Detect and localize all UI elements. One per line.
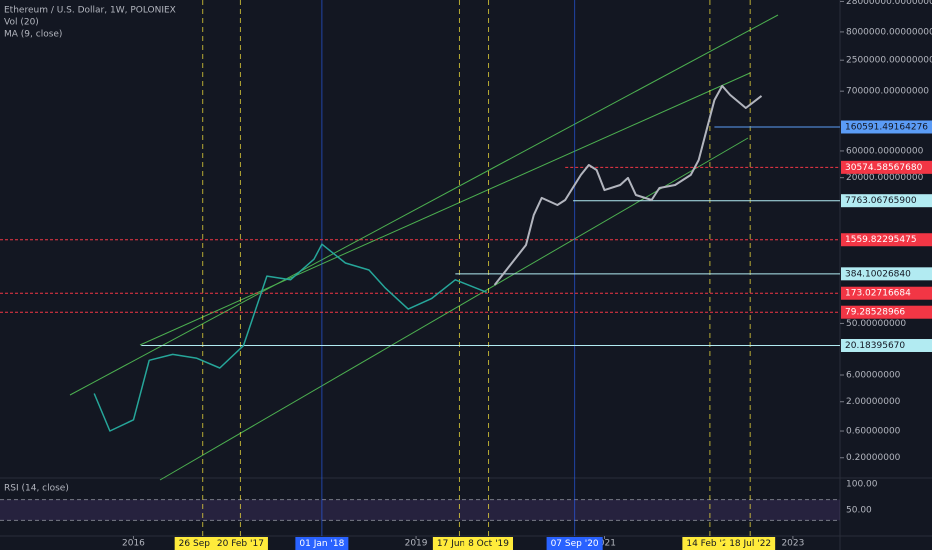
date-marker-label-bg [682, 537, 738, 550]
price-level-label: 20.18395670 [845, 341, 905, 351]
y-tick-label: 0.20000000 [846, 453, 901, 463]
y-tick-label: 8000000.00000000 [846, 27, 932, 37]
price-level-label-bg [841, 286, 932, 300]
date-marker-label: 26 Sep '16 [179, 539, 227, 549]
projection-line [493, 84, 763, 286]
x-tick-label: 2023 [781, 539, 804, 549]
date-marker-label: 17 Jun '19 [437, 539, 482, 549]
rsi-label: RSI (14, close) [4, 484, 69, 494]
date-marker-label: 01 Jan '18 [299, 539, 344, 549]
price-level-label: 30574.58567680 [845, 163, 923, 173]
y-tick-label: 2500000.00000000 [846, 56, 932, 66]
indicator-label: MA (9, close) [4, 30, 62, 40]
price-level-label: 7763.06765900 [845, 196, 917, 206]
x-tick-label: 2016 [122, 539, 145, 549]
channel [69, 14, 779, 481]
indicator-label: Vol (20) [4, 18, 39, 28]
rsi-tick-label: 50.00 [846, 505, 872, 515]
y-tick-label: 700000.00000000 [846, 87, 929, 97]
y-tick-label: 0.60000000 [846, 427, 901, 437]
price-level-label-bg [841, 338, 932, 352]
price-level-label-bg [841, 120, 932, 134]
price-level-label-bg [841, 233, 932, 247]
channel-top [69, 14, 779, 396]
x-tick-label: 2019 [405, 539, 428, 549]
y-tick-label: 60000.00000000 [846, 146, 924, 156]
price-level-label: 384.10026840 [845, 269, 911, 279]
y-tick-label: 28000000.00000000 [846, 0, 932, 7]
y-tick-label: 20000.00000000 [846, 173, 924, 183]
date-marker-label-bg [464, 537, 514, 550]
price-level-label-bg [841, 305, 932, 319]
price-level-label: 1559.82295475 [845, 235, 917, 245]
y-tick-label: 50.00000000 [846, 319, 906, 329]
price-line [93, 243, 487, 432]
date-marker-label: 14 Feb '22 [686, 539, 733, 549]
price-level-label: 173.02716684 [845, 289, 911, 299]
y-tick-label: 6.00000000 [846, 371, 901, 381]
price-level-label: 79.28528966 [845, 308, 905, 318]
date-marker-label-bg [295, 537, 349, 550]
price-level-label-bg [841, 267, 932, 281]
rsi-band [0, 499, 840, 521]
date-marker-label: 8 Oct '19 [468, 539, 509, 549]
y-tick-label: 2.00000000 [846, 397, 901, 407]
date-marker-label-bg [546, 537, 603, 550]
price-level-label-bg [841, 194, 932, 208]
x-tick-label: 2021 [593, 539, 616, 549]
date-marker-label-bg [725, 537, 776, 550]
date-marker-label-bg [212, 537, 268, 550]
price-level-label: 160591.49164276 [845, 122, 928, 132]
price-level-label-bg [841, 160, 932, 174]
channel-mid [139, 72, 751, 346]
date-marker-label: 18 Jul '22 [729, 539, 771, 549]
date-marker-label: 07 Sep '20 [551, 539, 599, 549]
channel-bottom [159, 137, 749, 481]
rsi-pane [0, 478, 840, 536]
date-marker-label: 20 Feb '17 [217, 539, 264, 549]
chart-title: Ethereum / U.S. Dollar, 1W, POLONIEX [4, 6, 176, 16]
rsi-tick-label: 100.00 [846, 479, 878, 489]
